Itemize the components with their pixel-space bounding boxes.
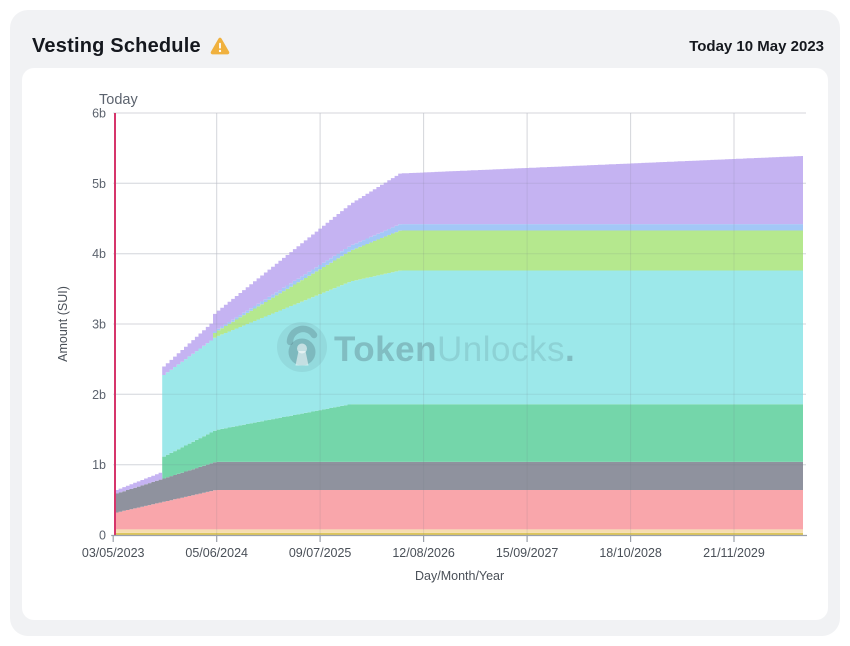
lock-shackle bbox=[286, 325, 318, 346]
y-tick-label: 4b bbox=[92, 247, 106, 261]
x-tick-label: 03/05/2023 bbox=[82, 546, 145, 560]
watermark-text: TokenUnlocks. bbox=[334, 330, 575, 369]
page-title: Vesting Schedule bbox=[32, 34, 201, 57]
area-layer-purple[interactable] bbox=[115, 155, 803, 494]
x-tick-label: 05/06/2024 bbox=[185, 546, 248, 560]
y-axis-title: Amount (SUI) bbox=[56, 286, 70, 362]
x-tick-label: 12/08/2026 bbox=[392, 546, 455, 560]
lock-keyhole-wedge bbox=[295, 351, 309, 366]
area-layer-gray[interactable] bbox=[115, 461, 803, 513]
area-layer-green[interactable] bbox=[115, 404, 803, 494]
card-header: Vesting Schedule Today 10 May 2023 bbox=[10, 10, 840, 68]
watermark: TokenUnlocks. bbox=[277, 322, 575, 372]
area-layer-pink[interactable] bbox=[115, 490, 803, 530]
y-tick-label: 1b bbox=[92, 458, 106, 472]
area-layer-lime[interactable] bbox=[115, 230, 803, 494]
grid-over bbox=[113, 112, 806, 535]
y-tick-label: 3b bbox=[92, 318, 106, 332]
area-layers bbox=[115, 155, 803, 535]
x-axis-title: Day/Month/Year bbox=[415, 569, 504, 583]
x-tick-label: 18/10/2028 bbox=[599, 546, 662, 560]
area-layer-gold[interactable] bbox=[115, 532, 803, 535]
y-tick-label: 2b bbox=[92, 388, 106, 402]
title-wrap: Vesting Schedule bbox=[32, 35, 230, 58]
y-tick-label: 6b bbox=[92, 107, 106, 121]
y-tick-label: 0 bbox=[99, 529, 106, 543]
y-tick-label: 5b bbox=[92, 177, 106, 191]
today-date-label: Today 10 May 2023 bbox=[689, 37, 824, 55]
warning-icon[interactable] bbox=[210, 37, 230, 55]
today-annotation: Today bbox=[99, 92, 138, 108]
area-layer-cream[interactable] bbox=[115, 529, 803, 533]
x-tick-label: 15/09/2027 bbox=[496, 546, 559, 560]
axes: 03/05/2023 05/06/2024 09/07/2025 12/08/2026… bbox=[56, 92, 807, 583]
area-layer-cyan[interactable] bbox=[115, 270, 803, 494]
x-tick-label: 09/07/2025 bbox=[289, 546, 352, 560]
x-tick-label: 21/11/2029 bbox=[703, 546, 765, 560]
